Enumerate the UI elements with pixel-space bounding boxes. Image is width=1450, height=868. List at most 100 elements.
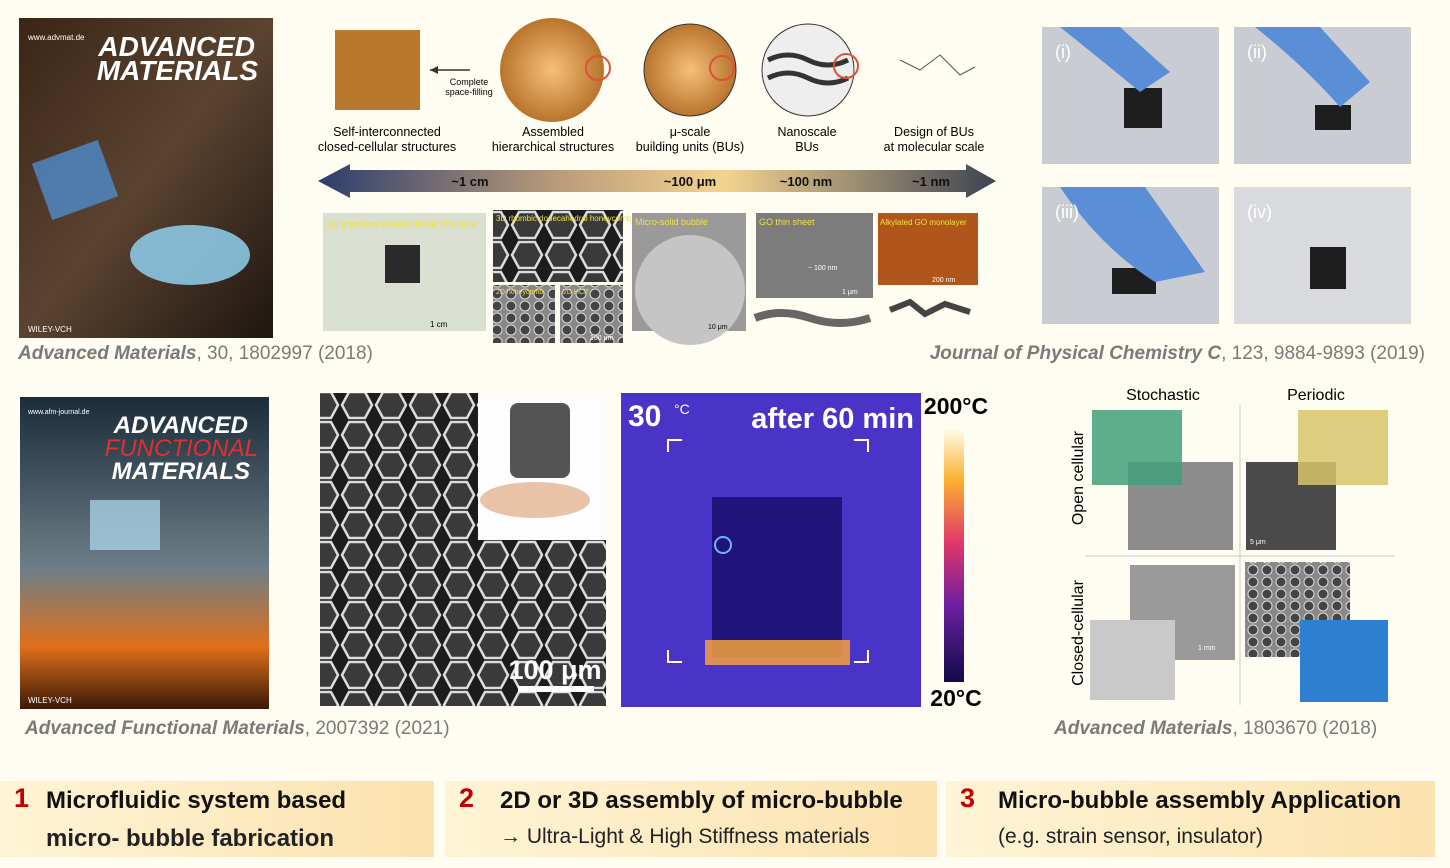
arrow-label: Complete <box>450 77 489 87</box>
details: , 123, 9884-9893 (2019) <box>1221 343 1425 364</box>
shape: ~1 cm ~100 μm ~100 nm ~1 nm <box>451 174 950 189</box>
citation: Advanced Functional Materials, 2007392 (… <box>25 718 450 740</box>
finger <box>480 482 590 518</box>
shape: Self-interconnected closed-cellular stru… <box>318 125 985 154</box>
color-bar-max: 200°C <box>924 393 988 419</box>
molecule-icon <box>899 54 976 76</box>
goal-subtitle: → Ultra-Light & High Stiffness materials <box>500 825 870 848</box>
goal-number: 2 <box>459 783 475 813</box>
goal-title: micro- bubble fabrication <box>46 825 335 852</box>
afm-panel <box>878 213 978 285</box>
sem-panel <box>493 210 623 282</box>
panel-label: 2D honeycomb <box>496 289 543 296</box>
bubble-icon <box>643 23 737 117</box>
stage-label: hierarchical structures <box>492 140 614 154</box>
sample <box>385 245 420 283</box>
scale-bar-label: 5 μm <box>1250 539 1266 546</box>
goal-number: 1 <box>14 783 30 813</box>
panel-label: 3D graphene closed-cellular structure <box>327 219 477 229</box>
scale-bar-label: 10 μm <box>708 324 728 331</box>
stochastic-closed <box>1090 620 1175 700</box>
photo-label: (iii) <box>1055 202 1079 222</box>
sample <box>1315 105 1351 130</box>
stage-label: Nanoscale <box>777 125 836 139</box>
cover-title: ADVANCED <box>97 31 255 62</box>
cover-title: MATERIALS <box>97 55 259 86</box>
sem-panel <box>756 213 873 298</box>
journal: Advanced Materials <box>1054 718 1233 739</box>
sample <box>510 403 570 478</box>
ice-cube <box>90 500 160 550</box>
cover-art <box>31 139 119 221</box>
citation: Advanced Materials, 1803670 (2018) <box>1054 718 1377 740</box>
scale-label: ~1 nm <box>912 174 950 189</box>
photo-label: (iv) <box>1247 202 1272 222</box>
scale-arrow <box>318 164 996 198</box>
scale-bar-label: 1 μm <box>842 289 858 296</box>
color-bar-min: 20°C <box>930 685 981 711</box>
cover-art <box>130 225 250 285</box>
cube-icon <box>335 30 420 110</box>
stage-label: building units (BUs) <box>636 140 744 154</box>
stage-label: at molecular scale <box>884 140 985 154</box>
glove <box>1060 27 1170 92</box>
row-header: Open cellular <box>1070 430 1087 525</box>
scale-label: ~100 μm <box>664 174 716 189</box>
row-header: Closed-cellular <box>1070 579 1087 685</box>
stage-label: Self-interconnected <box>333 125 441 139</box>
journal: Advanced Materials <box>18 343 197 364</box>
stage-label: closed-cellular structures <box>318 140 456 154</box>
highlight-circle <box>833 53 859 79</box>
arrow-label: space-filling <box>445 87 493 97</box>
photo-label: (ii) <box>1247 42 1267 62</box>
cover-title: ADVANCED <box>113 412 248 439</box>
goal-title: 2D or 3D assembly of micro-bubble <box>500 787 903 814</box>
periodic-closed <box>1300 620 1388 702</box>
panel-label: 3D rhombic dodecahedral honeycomb (RDH) <box>496 214 656 223</box>
shape: (i) (ii) (iii) (iv) <box>1055 42 1272 222</box>
goal-title: Microfluidic system based <box>46 787 347 814</box>
sample <box>1124 88 1162 128</box>
temperature-unit: °C <box>674 401 690 417</box>
panel-label: Alkylated GO monolayer <box>880 218 967 227</box>
details: , 30, 1802997 (2018) <box>196 343 373 364</box>
stochastic-open <box>1092 410 1182 485</box>
scale-bar <box>518 686 594 692</box>
stage-label: Design of BUs <box>894 125 974 139</box>
sphere-assembly <box>500 18 604 122</box>
journal-cover <box>20 397 269 709</box>
periodic-open <box>1298 410 1388 485</box>
hot-edge <box>705 640 850 665</box>
color-bar <box>944 430 964 682</box>
bubble-image <box>635 235 745 345</box>
goal-title: Micro-bubble assembly Application <box>998 787 1402 814</box>
schematic-icons <box>335 18 976 122</box>
citation: Journal of Physical Chemistry C, 123, 98… <box>930 343 1425 365</box>
glove <box>1060 187 1205 282</box>
column-header: Periodic <box>1287 387 1345 404</box>
nanosheet-icon <box>761 23 855 117</box>
cover-title: FUNCTIONAL <box>105 435 258 462</box>
frame-corners <box>667 439 869 663</box>
details: , 1803670 (2018) <box>1232 718 1378 739</box>
journal: Advanced Functional Materials <box>25 718 305 739</box>
highlight-circle <box>709 55 735 81</box>
scale-bar-label: ~ 100 nm <box>808 265 838 272</box>
stage-label: μ-scale <box>670 125 711 139</box>
scale-bar-label: 1 cm <box>430 320 448 329</box>
goal-subtitle: (e.g. strain sensor, insulator) <box>998 825 1263 848</box>
scale-label: ~1 cm <box>451 174 488 189</box>
scale-bar-label: 200 nm <box>932 277 956 284</box>
sample <box>1310 247 1346 289</box>
cover-publisher: WILEY-VCH <box>28 696 72 705</box>
molecule-sketch <box>888 298 971 318</box>
scale-bar-label: 100 μm <box>590 335 614 342</box>
goal-number: 3 <box>960 783 976 813</box>
journal: Journal of Physical Chemistry C <box>929 343 1222 364</box>
panel-label: Micro-solid bubble <box>635 217 708 227</box>
temperature: 30 <box>628 400 661 433</box>
citation: Advanced Materials, 30, 1802997 (2018) <box>18 343 373 365</box>
scale-bar-label: 100 μm <box>508 655 601 685</box>
